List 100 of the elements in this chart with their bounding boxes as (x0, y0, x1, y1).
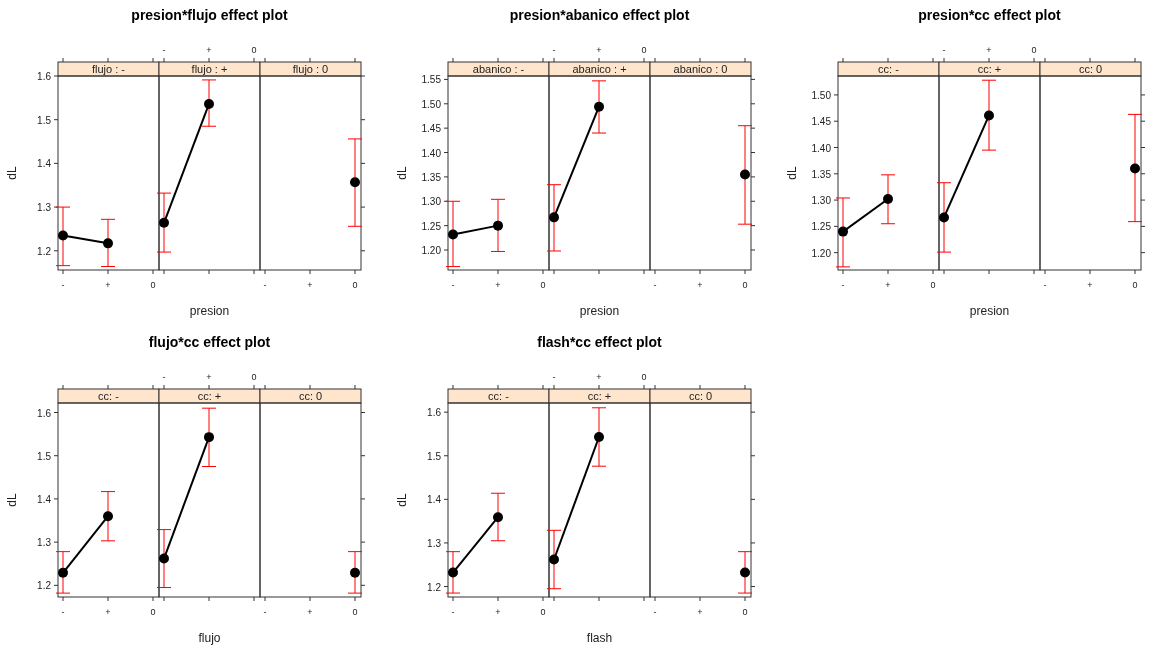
chart-subtitle: cc: + (197, 390, 222, 402)
chart-title: presion*cc effect plot (918, 7, 1062, 23)
y-tick-label: 1.50 (811, 89, 832, 101)
x-tick-label: 0 (352, 280, 358, 290)
x-tick-label: 0 (150, 280, 156, 290)
x-tick-label: - (451, 607, 455, 617)
chart-subtitle: abanico : + (572, 63, 627, 75)
x-tick-label: + (105, 607, 111, 617)
y-tick-label: 1.2 (37, 245, 52, 257)
x-tick-label: 0 (930, 280, 936, 290)
y-tick-label: 1.5 (427, 450, 442, 462)
x-tick-label: 0 (742, 280, 748, 290)
x-axis-title: flujo (198, 631, 221, 645)
x-tick-label: 0 (540, 280, 546, 290)
chart-subtitle: cc: 0 (688, 390, 713, 402)
y-tick-label: 1.25 (421, 220, 442, 232)
x-tick-label: 0 (742, 607, 748, 617)
y-tick-label: 1.35 (811, 168, 832, 180)
x-tick-label: + (986, 45, 992, 55)
y-tick-label: 1.20 (421, 245, 442, 257)
y-tick-label: 1.2 (37, 580, 52, 592)
x-axis-title: presion (579, 304, 620, 318)
y-tick-label: 1.6 (427, 407, 442, 419)
x-tick-label: 0 (352, 607, 358, 617)
x-tick-label: + (206, 45, 212, 55)
x-tick-label: + (596, 372, 602, 382)
chart-title: presion*flujo effect plot (131, 7, 288, 23)
x-tick-label: - (552, 372, 556, 382)
chart-subtitle: abanico : - (472, 63, 525, 75)
chart-subtitle: cc: - (98, 390, 120, 402)
y-axis-title: dL (5, 493, 19, 507)
x-tick-label: + (697, 280, 703, 290)
x-tick-label: - (653, 607, 657, 617)
x-tick-label: - (1043, 280, 1047, 290)
chart-subtitle: cc: + (587, 390, 612, 402)
x-tick-label: - (61, 280, 65, 290)
chart-subtitle: cc: - (488, 390, 510, 402)
x-tick-label: 0 (540, 607, 546, 617)
chart-subtitle: flujo : - (91, 63, 126, 75)
y-axis-title: dL (395, 493, 409, 507)
x-tick-label: 0 (150, 607, 156, 617)
x-axis-title: presion (969, 304, 1010, 318)
y-tick-label: 1.25 (811, 221, 832, 233)
y-tick-label: 1.30 (811, 195, 832, 207)
chart-title: flujo*cc effect plot (148, 334, 271, 350)
y-tick-label: 1.3 (427, 537, 442, 549)
chart-subtitle: cc: 0 (1078, 63, 1103, 75)
y-tick-label: 1.30 (421, 196, 442, 208)
y-tick-label: 1.5 (37, 114, 52, 126)
chart-subtitle: cc: 0 (298, 390, 323, 402)
x-tick-label: + (1087, 280, 1093, 290)
x-tick-label: + (307, 607, 313, 617)
x-tick-label: + (885, 280, 891, 290)
y-tick-label: 1.45 (421, 123, 442, 135)
y-tick-label: 1.4 (427, 494, 442, 506)
x-tick-label: - (162, 45, 166, 55)
y-tick-label: 1.50 (421, 98, 442, 110)
x-tick-label: + (105, 280, 111, 290)
x-tick-label: 0 (251, 372, 257, 382)
x-tick-label: + (206, 372, 212, 382)
x-tick-label: 0 (641, 45, 647, 55)
y-axis-title: dL (5, 166, 19, 180)
y-tick-label: 1.4 (37, 158, 52, 170)
x-tick-label: - (162, 372, 166, 382)
chart-subtitle: cc: + (977, 63, 1002, 75)
x-tick-label: 0 (1132, 280, 1138, 290)
x-tick-label: + (495, 280, 501, 290)
x-tick-label: - (552, 45, 556, 55)
x-tick-label: - (451, 280, 455, 290)
x-tick-label: 0 (641, 372, 647, 382)
x-tick-label: - (942, 45, 946, 55)
y-axis-title: dL (395, 166, 409, 180)
chart-subtitle: flujo : 0 (292, 63, 329, 75)
y-tick-label: 1.4 (37, 493, 52, 505)
y-axis-title: dL (785, 166, 799, 180)
y-tick-label: 1.40 (421, 147, 442, 159)
y-tick-label: 1.40 (811, 142, 832, 154)
x-axis-title: flash (586, 631, 613, 645)
x-tick-label: - (841, 280, 845, 290)
x-tick-label: - (263, 280, 267, 290)
y-tick-label: 1.55 (421, 74, 442, 86)
x-tick-label: - (653, 280, 657, 290)
y-tick-label: 1.2 (427, 581, 442, 593)
y-tick-label: 1.35 (421, 171, 442, 183)
y-tick-label: 1.6 (37, 407, 52, 419)
y-tick-label: 1.3 (37, 202, 52, 214)
x-tick-label: + (596, 45, 602, 55)
y-tick-label: 1.20 (811, 247, 832, 259)
x-tick-label: - (263, 607, 267, 617)
x-axis-title: presion (189, 304, 230, 318)
y-tick-label: 1.3 (37, 537, 52, 549)
chart-subtitle: flujo : + (191, 63, 228, 75)
chart-subtitle: abanico : 0 (673, 63, 728, 75)
x-tick-label: 0 (251, 45, 257, 55)
x-tick-label: + (697, 607, 703, 617)
x-tick-label: 0 (1031, 45, 1037, 55)
x-tick-label: + (495, 607, 501, 617)
chart-title: flash*cc effect plot (537, 334, 663, 350)
chart-title: presion*abanico effect plot (509, 7, 690, 23)
x-tick-label: - (61, 607, 65, 617)
